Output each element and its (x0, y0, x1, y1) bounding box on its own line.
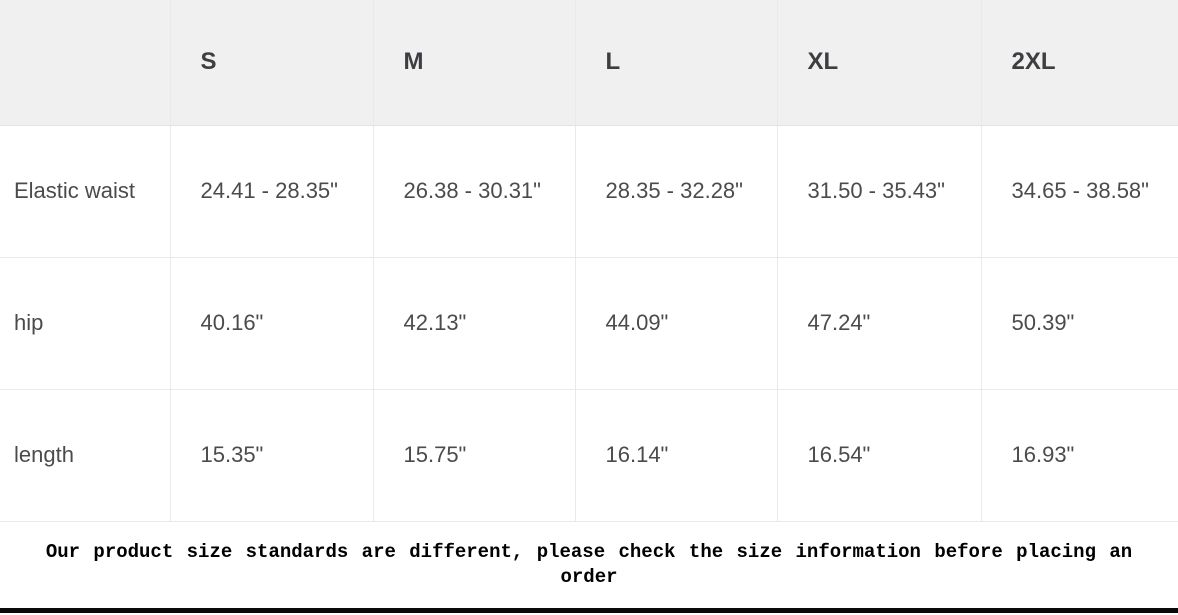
cell-length-l: 16.14" (575, 389, 778, 522)
table-row-hip: hip 40.16" 42.13" 44.09" 47.24" 50.39" (0, 257, 1178, 390)
header-cell-size-l: L (575, 0, 778, 126)
cell-elastic-waist-l: 28.35 - 32.28" (575, 125, 778, 258)
header-cell-size-xl: XL (777, 0, 982, 126)
table-row-length: length 15.35" 15.75" 16.14" 16.54" 16.93… (0, 389, 1178, 522)
header-row: S M L XL 2XL (0, 0, 1178, 126)
bottom-divider (0, 607, 1178, 613)
cell-length-xl: 16.54" (777, 389, 982, 522)
cell-hip-s: 40.16" (170, 257, 374, 390)
row-label-hip: hip (0, 257, 171, 390)
cell-hip-m: 42.13" (373, 257, 576, 390)
row-label-length: length (0, 389, 171, 522)
cell-elastic-waist-xl: 31.50 - 35.43" (777, 125, 982, 258)
row-label-elastic-waist: Elastic waist (0, 125, 171, 258)
cell-elastic-waist-m: 26.38 - 30.31" (373, 125, 576, 258)
cell-hip-xl: 47.24" (777, 257, 982, 390)
cell-length-m: 15.75" (373, 389, 576, 522)
table-row-elastic-waist: Elastic waist 24.41 - 28.35" 26.38 - 30.… (0, 125, 1178, 258)
cell-length-2xl: 16.93" (981, 389, 1178, 522)
header-cell-empty (0, 0, 171, 126)
cell-hip-2xl: 50.39" (981, 257, 1178, 390)
cell-elastic-waist-s: 24.41 - 28.35" (170, 125, 374, 258)
size-table: S M L XL 2XL Elastic waist 24.41 - 28.35… (0, 0, 1178, 522)
header-cell-size-s: S (170, 0, 374, 126)
cell-hip-l: 44.09" (575, 257, 778, 390)
size-disclaimer-note: Our product size standards are different… (0, 521, 1178, 608)
header-cell-size-m: M (373, 0, 576, 126)
cell-elastic-waist-2xl: 34.65 - 38.58" (981, 125, 1178, 258)
cell-length-s: 15.35" (170, 389, 374, 522)
header-cell-size-2xl: 2XL (981, 0, 1178, 126)
